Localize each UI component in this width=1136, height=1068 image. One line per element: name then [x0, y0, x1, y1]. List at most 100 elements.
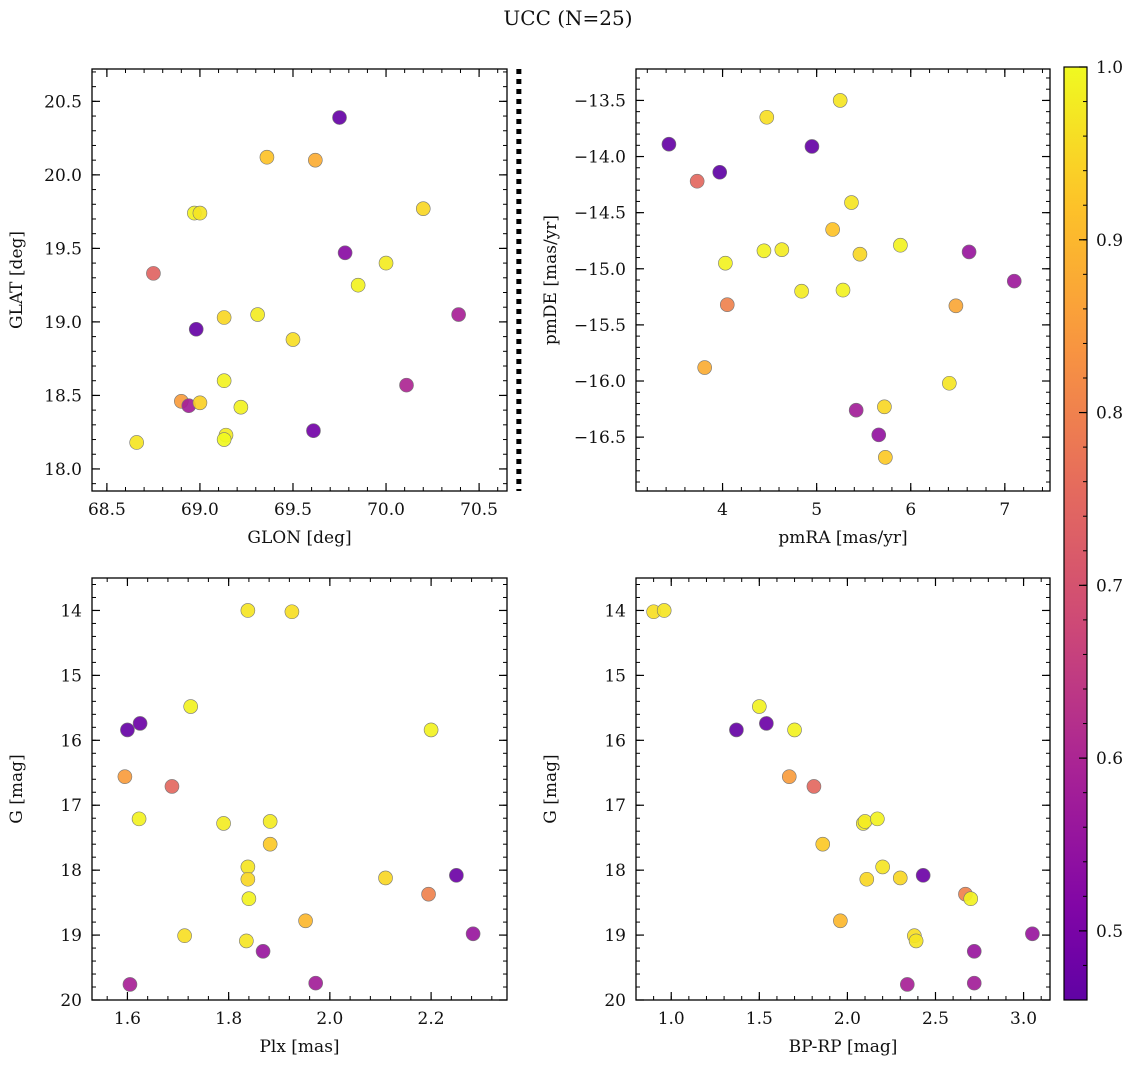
data-point [1006, 273, 1022, 289]
data-point [421, 886, 436, 902]
data-point [804, 139, 820, 154]
data-point [262, 836, 278, 852]
x-axis-label: Plx [mas] [259, 1037, 339, 1057]
y-tick-label: 19.0 [44, 313, 82, 333]
x-tick-label: 2.5 [922, 1009, 949, 1029]
x-tick-label: 5 [811, 500, 822, 520]
data-point [871, 427, 887, 443]
x-tick-label: 69.5 [274, 500, 312, 520]
y-tick-label: 19.5 [44, 239, 82, 259]
colorbar-tick-label: 0.5 [1096, 922, 1123, 942]
y-tick-label: 19 [60, 926, 82, 946]
data-point [963, 891, 979, 907]
data-point [177, 928, 192, 944]
data-point [878, 450, 893, 465]
data-point [164, 779, 180, 794]
data-point [729, 722, 744, 738]
figure-title: UCC (N=25) [503, 6, 633, 30]
data-point [915, 868, 931, 883]
x-tick-label: 1.8 [215, 1009, 242, 1029]
y-tick-label: −14.5 [574, 204, 626, 224]
y-axis-label: pmDE [mas/yr] [541, 215, 561, 345]
data-point [825, 222, 840, 237]
colorbar-tick-label: 0.9 [1096, 231, 1123, 251]
data-point [961, 244, 977, 260]
data-point [308, 975, 323, 991]
data-point [656, 603, 672, 618]
data-point [832, 93, 848, 108]
data-point [132, 716, 148, 731]
data-point [337, 245, 353, 261]
colorbar-tick-label: 0.6 [1096, 749, 1123, 769]
axes-frame [91, 577, 508, 1001]
x-tick-label: 1.5 [746, 1009, 773, 1029]
data-point [875, 859, 890, 875]
y-tick-label: −14.0 [574, 148, 626, 168]
data-point [423, 722, 439, 738]
data-point [131, 811, 147, 827]
data-point [1025, 926, 1040, 942]
data-point [129, 435, 144, 450]
data-point [774, 242, 790, 257]
x-tick-label: 2.0 [834, 1009, 861, 1029]
y-tick-label: −13.5 [574, 91, 626, 111]
data-point [240, 859, 256, 875]
data-point [122, 977, 138, 992]
x-tick-label: 7 [999, 500, 1010, 520]
data-point [844, 195, 859, 210]
x-tick-label: 2.2 [418, 1009, 445, 1029]
data-point [877, 399, 892, 415]
data-point [900, 977, 915, 992]
data-point [857, 814, 873, 829]
data-point [332, 110, 347, 125]
data-point [399, 377, 414, 393]
x-tick-label: 2.0 [316, 1009, 343, 1029]
data-points [661, 93, 1022, 465]
data-point [259, 149, 275, 165]
axes-frame [91, 68, 508, 492]
data-point [908, 933, 924, 949]
x-axis-label: BP-RP [mag] [789, 1037, 898, 1057]
data-point [759, 716, 774, 731]
colorbar-tick-label: 1.0 [1096, 58, 1123, 78]
data-point [378, 870, 393, 886]
data-point [216, 310, 232, 325]
data-point [350, 277, 366, 293]
x-tick-label: 6 [905, 500, 916, 520]
data-point [759, 109, 775, 125]
scatter-panel-3: 1.6 1.8 2.0 2.2 14 15 16 17 18 19 20 Plx [mas] G [ma… [7, 577, 508, 1057]
scatter-panel-4: 1.0 1.5 2.0 2.5 3.0 14 15 16 17 18 19 20 BP-RP [mag]… [541, 577, 1051, 1057]
y-tick-label: −15.0 [574, 260, 626, 280]
data-point [870, 811, 885, 827]
y-tick-label: −16.5 [574, 428, 626, 448]
colorbar-tick-label: 0.7 [1096, 576, 1123, 596]
y-tick-label: 16 [60, 731, 82, 751]
data-point [216, 816, 231, 831]
data-point [852, 246, 868, 262]
data-point [451, 307, 466, 322]
data-point [893, 237, 908, 253]
x-axis-label: pmRA [mas/yr] [778, 528, 907, 548]
colorbar: 0.5 0.6 0.7 0.8 0.9 1.0 [1063, 58, 1123, 1001]
y-tick-label: 20.5 [44, 92, 82, 112]
data-point [848, 402, 864, 418]
data-points [117, 603, 481, 992]
data-point [188, 321, 204, 337]
y-tick-label: 15 [60, 666, 82, 686]
data-point [465, 926, 481, 942]
x-tick-label: 70.0 [367, 500, 405, 520]
y-tick-label: 18 [604, 861, 626, 881]
data-point [449, 868, 464, 883]
x-tick-label: 1.0 [658, 1009, 685, 1029]
x-tick-label: 4 [717, 500, 728, 520]
data-point [787, 722, 802, 738]
y-tick-label: 14 [60, 601, 82, 621]
y-tick-label: 17 [60, 796, 82, 816]
data-point [285, 332, 301, 347]
data-point [859, 871, 875, 887]
y-axis-label: GLAT [deg] [7, 231, 27, 329]
y-axis-label: G [mag] [541, 754, 561, 823]
data-point [146, 266, 161, 281]
data-point [120, 722, 135, 738]
